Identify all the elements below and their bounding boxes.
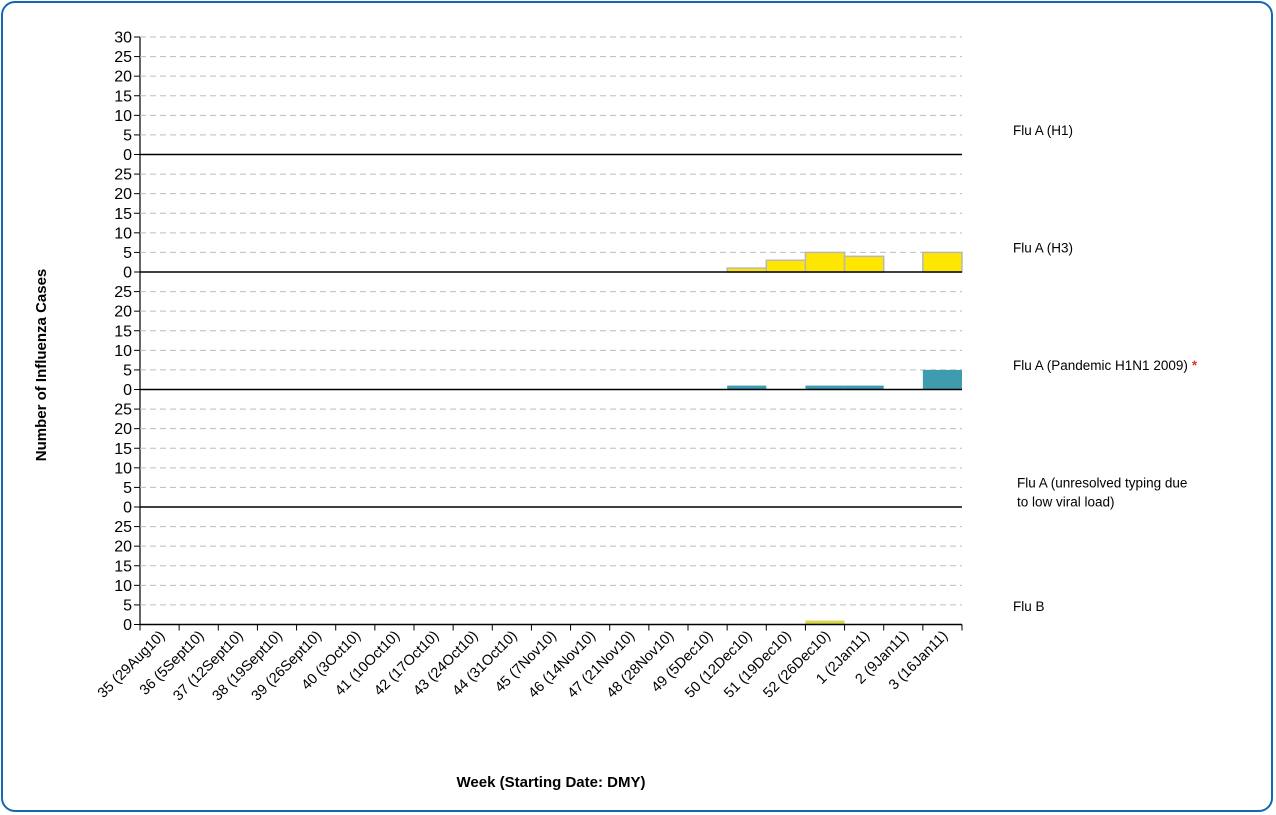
chart-panels: 0 5 10 15 20 25 30 0 5 10 15 20 25 0 5 10 15 20 25 0 5 10 15 20… <box>114 30 963 634</box>
y-tick-label: 25 <box>114 519 132 536</box>
bar <box>922 251 963 273</box>
y-tick-label: 15 <box>114 88 132 105</box>
panel-5: 0 5 10 15 20 25 <box>114 519 962 634</box>
y-tick-label: 0 <box>123 147 132 164</box>
y-tick-label: 0 <box>123 265 132 282</box>
panel-3: 0 5 10 15 20 25 <box>114 284 962 399</box>
y-tick-label: 10 <box>114 108 132 125</box>
x-axis-ticks: 35 (29Aug10)36 (5Sept10)37 (12Sept10)38 … <box>95 624 963 704</box>
y-tick-label: 5 <box>123 597 132 614</box>
y-tick-label: 10 <box>114 225 132 242</box>
series-label: Flu A (unresolved typing due to low viral… <box>1017 475 1187 509</box>
y-tick-label: 20 <box>114 304 132 321</box>
y-tick-label: 20 <box>114 539 132 556</box>
bar <box>727 385 767 390</box>
y-tick-label: 0 <box>123 617 132 634</box>
bar <box>843 255 885 273</box>
y-tick-label: 10 <box>114 460 132 477</box>
bar <box>805 385 845 390</box>
y-tick-label: 25 <box>114 284 132 301</box>
y-tick-label: 5 <box>123 127 132 144</box>
series-label: Flu A (H1) <box>1013 123 1073 138</box>
series-label: Flu A (H3) <box>1013 240 1073 255</box>
y-tick-label: 20 <box>114 421 132 438</box>
y-tick-label: 25 <box>114 402 132 419</box>
panel-1: 0 5 10 15 20 25 30 <box>114 30 962 164</box>
x-axis-title: Week (Starting Date: DMY) <box>457 774 646 791</box>
y-axis-title: Number of Influenza Cases <box>33 269 50 462</box>
y-tick-label: 5 <box>123 362 132 379</box>
bar <box>922 369 962 390</box>
y-tick-label: 15 <box>114 323 132 340</box>
bar <box>804 251 846 273</box>
series-labels: Flu A (H1) Flu A (H3) Flu A (Pandemic H1N1… <box>1013 123 1198 614</box>
y-tick-label: 20 <box>114 186 132 203</box>
y-tick-label: 10 <box>114 343 132 360</box>
panel-2: 0 5 10 15 20 25 <box>114 167 963 282</box>
y-tick-label: 20 <box>114 69 132 86</box>
y-tick-label: 5 <box>123 245 132 262</box>
y-tick-label: 15 <box>114 206 132 223</box>
y-tick-label: 15 <box>114 441 132 458</box>
y-tick-label: 10 <box>114 578 132 595</box>
bar <box>765 259 807 273</box>
y-tick-label: 30 <box>114 30 132 47</box>
series-label: Flu B <box>1013 599 1045 614</box>
y-tick-label: 5 <box>123 480 132 497</box>
y-tick-label: 0 <box>123 500 132 517</box>
series-label: Flu A (Pandemic H1N1 2009) * <box>1013 358 1198 373</box>
y-tick-label: 25 <box>114 49 132 66</box>
x-tick-label: 35 (29Aug10) <box>95 628 168 701</box>
bar <box>844 385 884 390</box>
y-tick-label: 0 <box>123 382 132 399</box>
panel-4: 0 5 10 15 20 25 <box>114 402 962 517</box>
y-tick-label: 15 <box>114 558 132 575</box>
y-tick-label: 25 <box>114 167 132 184</box>
bar <box>805 620 845 625</box>
